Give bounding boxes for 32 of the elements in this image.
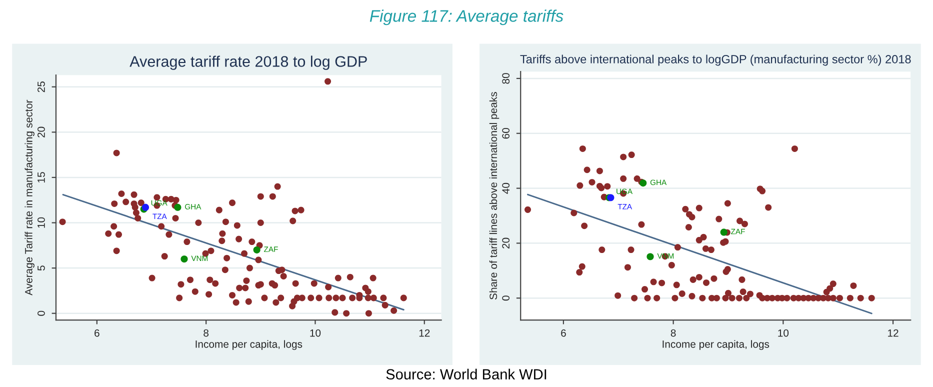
point — [174, 204, 182, 211]
point — [720, 228, 728, 236]
point — [180, 255, 188, 263]
x-tick-label: 8 — [204, 329, 209, 337]
y-axis-title: Share of tariff lines above international peaks — [489, 92, 500, 300]
y-tick-label: 60 — [502, 128, 510, 139]
y-tick-label: 10 — [38, 217, 45, 228]
y-tick-label: 40 — [502, 182, 510, 194]
x-tick-label: 10 — [778, 329, 789, 337]
y-tick-label: 0 — [38, 310, 45, 316]
y-tick-label: 25 — [38, 82, 45, 92]
y-tick-label: 5 — [38, 266, 45, 271]
y-tick-label: 15 — [38, 172, 45, 182]
x-axis-title: Income per capita, logs — [196, 340, 302, 350]
x-tick-label: 12 — [888, 329, 898, 337]
point — [646, 253, 654, 260]
x-tick-label: 8 — [670, 329, 676, 337]
y-axis-title: Average Tariff rate in manufacturing sector — [24, 100, 34, 296]
y-tick-label: 20 — [38, 126, 45, 138]
x-axis-title: Income per capita, logs — [662, 340, 770, 350]
x-tick-label: 6 — [94, 329, 100, 337]
y-tick-label: 0 — [502, 296, 510, 301]
x-tick-label: 10 — [310, 329, 321, 337]
caption: Figure 117: Average tariffs — [370, 10, 564, 26]
point — [253, 246, 260, 254]
chart-title: Average tariff rate 2018 to log GDP — [130, 56, 367, 70]
y-tick-label: 20 — [502, 238, 510, 248]
source-note: Source: World Bank WDI — [386, 368, 546, 380]
x-tick-label: 12 — [419, 329, 430, 337]
chart-title: Tariffs above international peaks to logGDP (manufacturing sector %) 2018 — [520, 54, 911, 66]
y-tick-label: 80 — [502, 73, 510, 84]
x-tick-label: 6 — [561, 329, 566, 337]
